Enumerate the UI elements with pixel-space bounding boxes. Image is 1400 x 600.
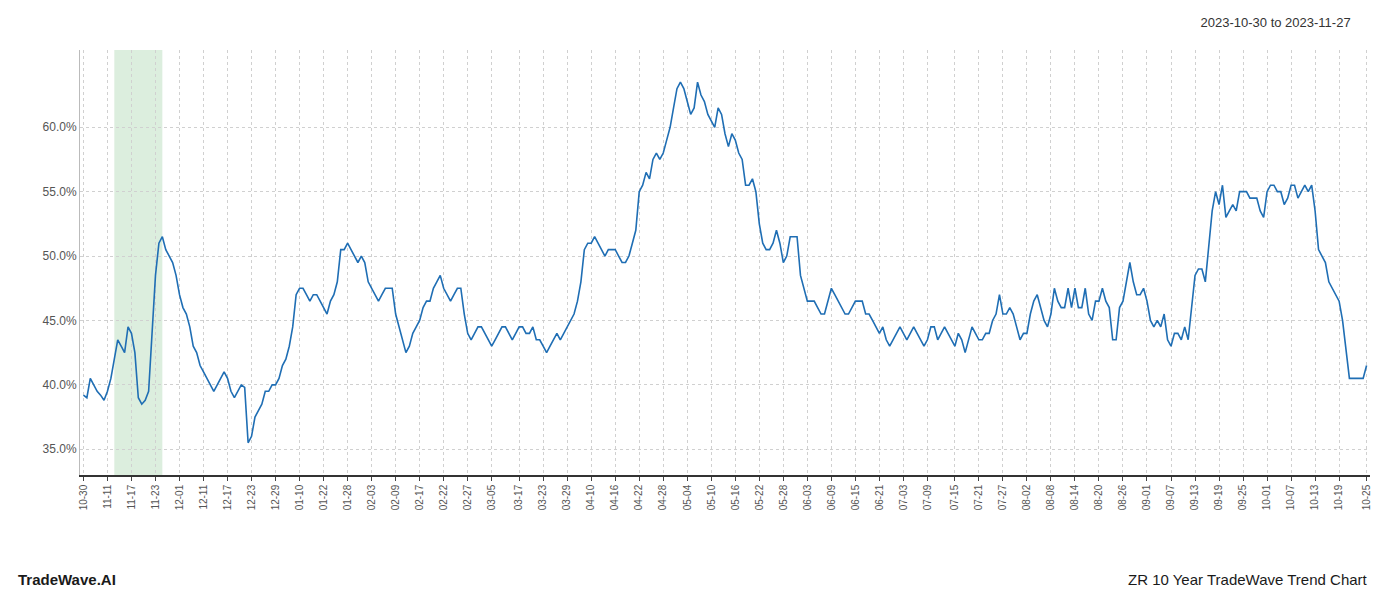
svg-text:40.0%: 40.0%: [43, 378, 77, 392]
svg-text:09-13: 09-13: [1189, 484, 1200, 510]
svg-text:03-17: 03-17: [513, 484, 524, 510]
svg-text:05-04: 05-04: [682, 484, 693, 510]
svg-text:04-28: 04-28: [657, 484, 668, 510]
svg-text:09-07: 09-07: [1165, 484, 1176, 510]
svg-text:04-10: 04-10: [585, 484, 596, 510]
svg-text:07-21: 07-21: [973, 484, 984, 510]
svg-text:07-27: 07-27: [997, 484, 1008, 510]
svg-text:09-19: 09-19: [1213, 484, 1224, 510]
svg-text:01-10: 01-10: [294, 484, 305, 510]
svg-text:02-17: 02-17: [414, 484, 425, 510]
svg-text:07-15: 07-15: [949, 484, 960, 510]
svg-text:12-29: 12-29: [270, 484, 281, 510]
svg-text:06-03: 06-03: [802, 484, 813, 510]
svg-text:06-09: 06-09: [826, 484, 837, 510]
svg-text:08-26: 08-26: [1117, 484, 1128, 510]
svg-text:02-09: 02-09: [390, 484, 401, 510]
svg-text:45.0%: 45.0%: [43, 314, 77, 328]
svg-text:10-19: 10-19: [1333, 484, 1344, 510]
svg-text:10-01: 10-01: [1261, 484, 1272, 510]
svg-text:11-17: 11-17: [126, 484, 137, 509]
svg-text:10-25: 10-25: [1361, 484, 1372, 510]
svg-text:05-22: 05-22: [754, 484, 765, 510]
svg-text:08-14: 08-14: [1069, 484, 1080, 510]
svg-text:03-23: 03-23: [537, 484, 548, 510]
svg-text:02-03: 02-03: [366, 484, 377, 510]
svg-text:03-29: 03-29: [561, 484, 572, 510]
svg-text:55.0%: 55.0%: [43, 185, 77, 199]
svg-text:60.0%: 60.0%: [43, 120, 77, 134]
svg-text:04-16: 04-16: [609, 484, 620, 510]
svg-text:12-01: 12-01: [174, 484, 185, 510]
svg-text:11-11: 11-11: [102, 484, 113, 509]
svg-text:10-13: 10-13: [1309, 484, 1320, 510]
svg-text:10-07: 10-07: [1285, 484, 1296, 510]
svg-text:12-23: 12-23: [246, 484, 257, 510]
svg-text:35.0%: 35.0%: [43, 442, 77, 456]
svg-text:08-20: 08-20: [1093, 484, 1104, 510]
svg-text:10-30: 10-30: [78, 484, 89, 510]
svg-text:11-23: 11-23: [150, 484, 161, 509]
svg-text:07-09: 07-09: [922, 484, 933, 510]
svg-text:08-02: 08-02: [1021, 484, 1032, 510]
svg-text:09-25: 09-25: [1237, 484, 1248, 510]
svg-text:02-22: 02-22: [438, 484, 449, 510]
svg-text:04-22: 04-22: [633, 484, 644, 510]
svg-text:08-08: 08-08: [1045, 484, 1056, 510]
svg-text:01-22: 01-22: [318, 484, 329, 510]
svg-text:05-16: 05-16: [730, 484, 741, 510]
svg-text:01-28: 01-28: [342, 484, 353, 510]
svg-text:02-27: 02-27: [462, 484, 473, 510]
svg-text:2023-10-30 to 2023-11-27: 2023-10-30 to 2023-11-27: [1201, 15, 1351, 30]
svg-text:50.0%: 50.0%: [43, 249, 77, 263]
svg-text:12-17: 12-17: [222, 484, 233, 510]
svg-text:05-28: 05-28: [778, 484, 789, 510]
svg-text:ZR 10 Year TradeWave Trend Cha: ZR 10 Year TradeWave Trend Chart: [1128, 571, 1368, 588]
svg-text:03-05: 03-05: [486, 484, 497, 510]
svg-text:06-21: 06-21: [874, 484, 885, 510]
svg-text:12-11: 12-11: [198, 484, 209, 509]
svg-text:05-10: 05-10: [706, 484, 717, 510]
svg-text:09-01: 09-01: [1141, 484, 1152, 510]
svg-text:TradeWave.AI: TradeWave.AI: [18, 571, 116, 588]
svg-text:07-03: 07-03: [898, 484, 909, 510]
svg-text:06-15: 06-15: [850, 484, 861, 510]
